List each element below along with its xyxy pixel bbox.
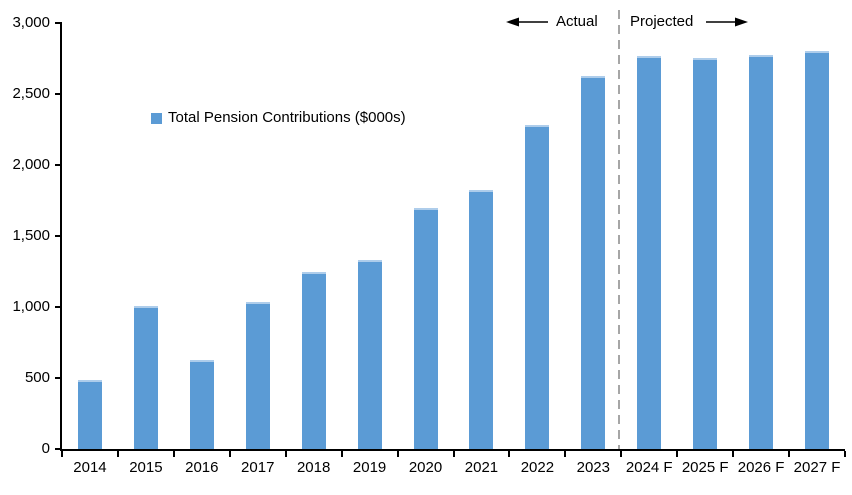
x-axis-tick — [397, 451, 399, 457]
y-axis-label: 3,000 — [12, 14, 50, 31]
bar-2020 — [414, 208, 438, 449]
y-axis-tick — [55, 93, 62, 95]
x-axis-tick — [341, 451, 343, 457]
bar-2027-f — [805, 51, 829, 449]
x-axis-label: 2015 — [129, 459, 163, 476]
bar-2019 — [358, 260, 382, 449]
x-axis-tick — [229, 451, 231, 457]
x-axis-label: 2019 — [352, 459, 387, 476]
arrow-right-icon — [706, 17, 748, 27]
bar-2016 — [190, 360, 214, 449]
y-axis-label: 2,000 — [12, 156, 50, 173]
x-axis-tick — [285, 451, 287, 457]
y-axis-tick — [55, 235, 62, 237]
x-axis-label: 2016 — [185, 459, 219, 476]
legend-swatch-icon — [151, 112, 162, 124]
y-axis-label: 2,500 — [12, 85, 50, 102]
bar-2015 — [134, 306, 158, 449]
projected-label: Projected — [630, 13, 694, 30]
x-axis-label: 2020 — [408, 459, 443, 476]
y-axis-label: 0 — [41, 440, 50, 457]
legend: Total Pension Contributions ($000s) — [151, 109, 406, 127]
x-axis-tick — [732, 451, 734, 457]
bar-2017 — [246, 302, 270, 449]
bar-2022 — [525, 125, 549, 449]
legend-label: Total Pension Contributions ($000s) — [168, 109, 406, 126]
x-axis-label: 2027 F — [793, 459, 841, 476]
x-axis-tick — [564, 451, 566, 457]
actual-label: Actual — [556, 13, 598, 30]
x-axis-label: 2024 F — [625, 459, 673, 476]
y-axis-tick — [55, 448, 62, 450]
x-axis-tick — [676, 451, 678, 457]
arrow-left-icon — [506, 17, 548, 27]
bar-2014 — [78, 380, 102, 449]
x-axis-label: 2014 — [73, 459, 107, 476]
bar-2023 — [581, 76, 605, 449]
x-axis-tick — [117, 451, 119, 457]
x-axis-tick — [61, 451, 63, 457]
y-axis-tick — [55, 164, 62, 166]
x-axis-label: 2022 — [520, 459, 555, 476]
x-axis-tick — [620, 451, 622, 457]
x-axis-tick — [788, 451, 790, 457]
x-axis-label: 2017 — [241, 459, 275, 476]
x-axis-label: 2021 — [464, 459, 499, 476]
bar-2025-f — [693, 58, 717, 449]
plot-area: 0 500 1,000 1,500 2,000 2,500 3,000 2014 2015 201… — [12, 14, 846, 476]
y-axis-tick — [55, 22, 62, 24]
y-axis-tick — [55, 306, 62, 308]
x-axis-tick — [508, 451, 510, 457]
x-axis-label: 2025 F — [681, 459, 729, 476]
y-axis-label: 1,000 — [12, 298, 50, 315]
actual-projected-divider — [618, 10, 620, 449]
bar-2026-f — [749, 55, 773, 449]
bar-2021 — [469, 190, 493, 449]
x-axis-tick — [453, 451, 455, 457]
bar-2018 — [302, 272, 326, 449]
y-axis-label: 1,500 — [12, 227, 50, 244]
x-axis-tick — [173, 451, 175, 457]
x-axis-label: 2018 — [296, 459, 331, 476]
x-axis-tick — [844, 451, 846, 457]
bar-2024-f — [637, 56, 661, 449]
x-axis-label: 2026 F — [737, 459, 785, 476]
x-axis-label: 2023 — [576, 459, 610, 476]
y-axis-label: 500 — [24, 369, 50, 386]
y-axis-tick — [55, 377, 62, 379]
